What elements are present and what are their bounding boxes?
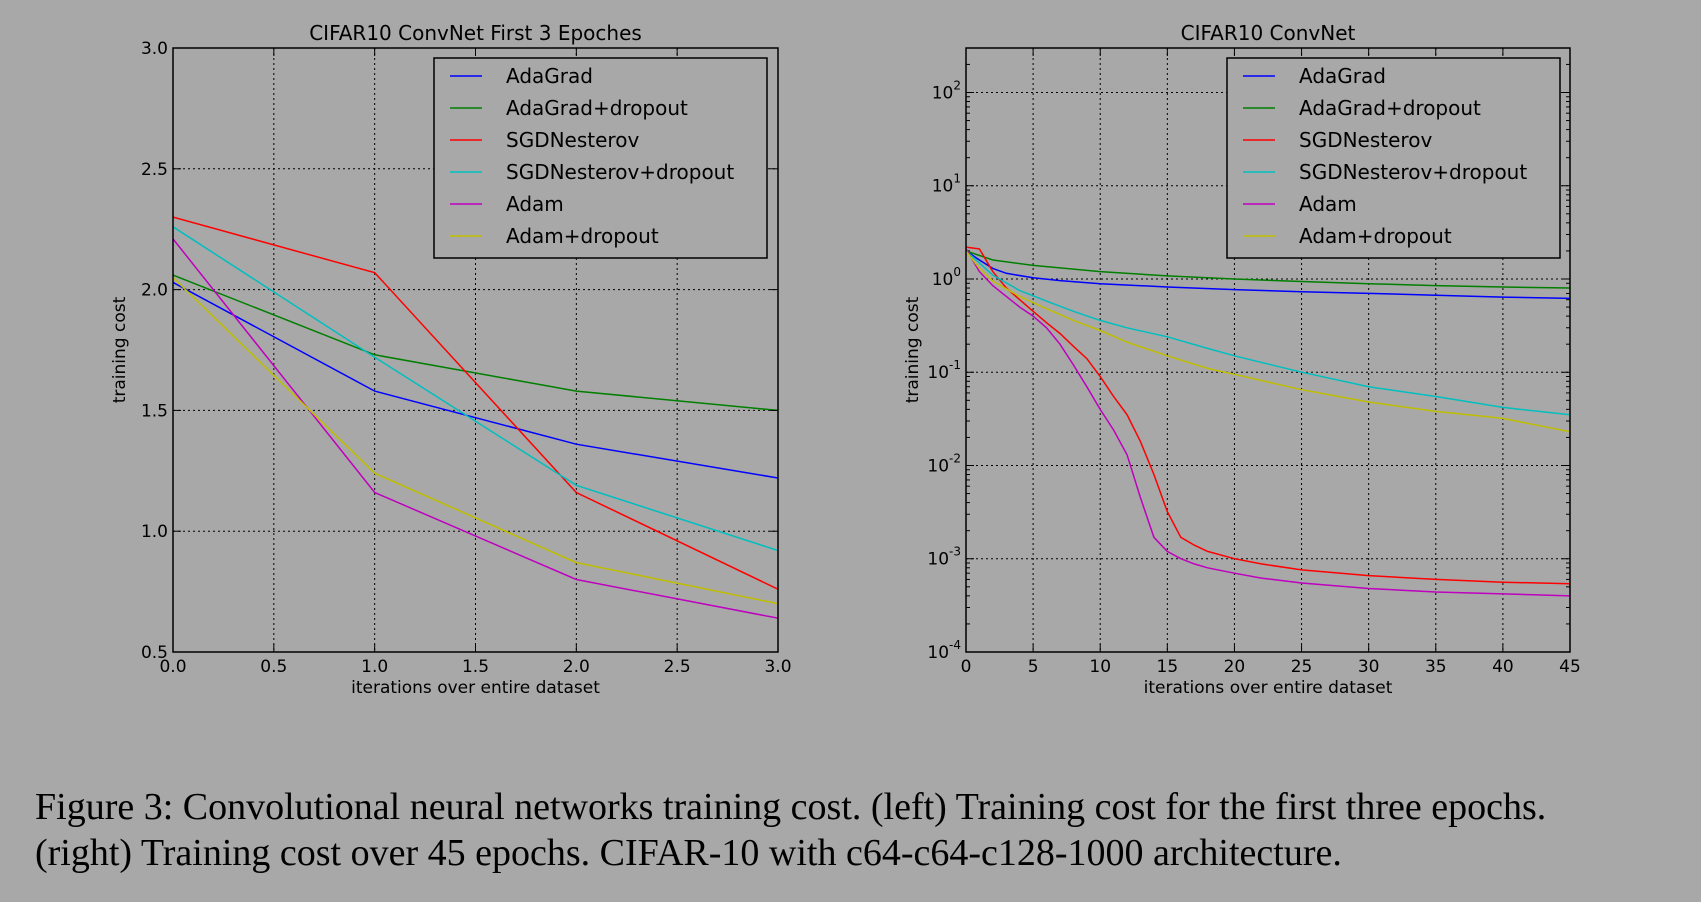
series-line-adam (966, 248, 1570, 597)
figure-caption: Figure 3: Convolutional neural networks … (35, 784, 1675, 876)
series-line-sgdnesterov-dropout (173, 226, 778, 552)
tick-label-y: 10-3 (927, 545, 961, 570)
legend-box (433, 57, 768, 259)
chart-title: CIFAR10 ConvNet (1181, 21, 1356, 45)
series-line-adagrad-dropout (173, 274, 778, 412)
tick-label-x: 20 (1224, 657, 1246, 677)
series-group (966, 246, 1570, 597)
tick-label-y: 2.0 (141, 281, 168, 301)
tick-label-x: 40 (1492, 657, 1514, 677)
tick-label-y: 0.5 (141, 643, 168, 663)
series-line-sgdnesterov-dropout (966, 250, 1570, 416)
tick-label-x: 0.0 (159, 657, 186, 677)
chart-left: 0.0 0.5 1.0 1.5 2.0 2.5 3.00.51.01.52.02.53.0C… (110, 21, 792, 698)
legend-label: Adam (506, 192, 564, 216)
legend-label: SGDNesterov+dropout (506, 160, 734, 184)
legend: AdaGrad AdaGrad+dropout SGDNesterov SGDNest… (1226, 57, 1561, 259)
tick-label-x: 1.5 (462, 657, 489, 677)
series-line-adagrad (173, 281, 778, 479)
tick-label-x: 0.5 (260, 657, 287, 677)
tick-label-y: 1.0 (141, 522, 168, 542)
tick-label-y: 2.5 (141, 160, 168, 180)
tick-label-y: 1.5 (141, 401, 168, 421)
tick-label-x: 35 (1425, 657, 1447, 677)
tick-label-x: 1.0 (361, 657, 388, 677)
tick-label-x: 2.5 (664, 657, 691, 677)
caption-line-2: (right) Training cost over 45 epochs. CI… (35, 832, 1342, 874)
series-line-adam (173, 238, 778, 619)
tick-label-x: 25 (1291, 657, 1313, 677)
tick-label-y: 102 (932, 78, 961, 103)
legend-label: AdaGrad+dropout (506, 96, 688, 120)
tick-label-y: 3.0 (141, 39, 168, 59)
legend-label: SGDNesterov (1299, 128, 1432, 152)
series-group (173, 216, 778, 619)
x-axis-label: iterations over entire dataset (1144, 678, 1393, 698)
tick-label-x: 5 (1028, 657, 1039, 677)
caption-line-1: Figure 3: Convolutional neural networks … (35, 786, 1547, 828)
legend-label: SGDNesterov (506, 128, 639, 152)
tick-label-x: 45 (1559, 657, 1581, 677)
tick-label-x: 0 (961, 657, 972, 677)
x-axis-label: iterations over entire dataset (351, 678, 600, 698)
series-line-adagrad (966, 250, 1570, 300)
legend-box (1226, 57, 1561, 259)
legend-label: AdaGrad+dropout (1299, 96, 1481, 120)
legend-label: SGDNesterov+dropout (1299, 160, 1527, 184)
tick-label-y: 10-2 (927, 451, 961, 476)
y-axis-label: training cost (110, 296, 130, 403)
chart-title: CIFAR10 ConvNet First 3 Epoches (309, 21, 642, 45)
series-line-adam-dropout (966, 250, 1570, 433)
tick-label-x: 30 (1358, 657, 1380, 677)
legend-label: AdaGrad (506, 64, 593, 88)
chart-right: 0 5 10 15 20 25 30 35 40 45 10-4 10-3 10-2 10-1 100 101… (903, 21, 1581, 698)
tick-label-x: 3.0 (764, 657, 791, 677)
tick-label-y: 100 (932, 265, 961, 290)
tick-label-y: 10-4 (927, 638, 961, 663)
tick-label-x: 2.0 (563, 657, 590, 677)
series-line-sgdnesterov (173, 216, 778, 590)
tick-label-y: 10-1 (927, 358, 961, 383)
y-axis-label: training cost (903, 296, 923, 403)
series-line-adagrad-dropout (966, 250, 1570, 289)
tick-label-y: 101 (932, 172, 961, 197)
series-line-sgdnesterov (966, 246, 1570, 585)
legend-label: Adam+dropout (1299, 224, 1452, 248)
legend-label: AdaGrad (1299, 64, 1386, 88)
legend-label: Adam+dropout (506, 224, 659, 248)
legend: AdaGrad AdaGrad+dropout SGDNesterov SGDNest… (433, 57, 768, 259)
tick-label-x: 15 (1157, 657, 1179, 677)
series-line-adam-dropout (173, 276, 778, 605)
tick-label-x: 10 (1089, 657, 1111, 677)
plot-frame (965, 47, 1571, 653)
legend-label: Adam (1299, 192, 1357, 216)
